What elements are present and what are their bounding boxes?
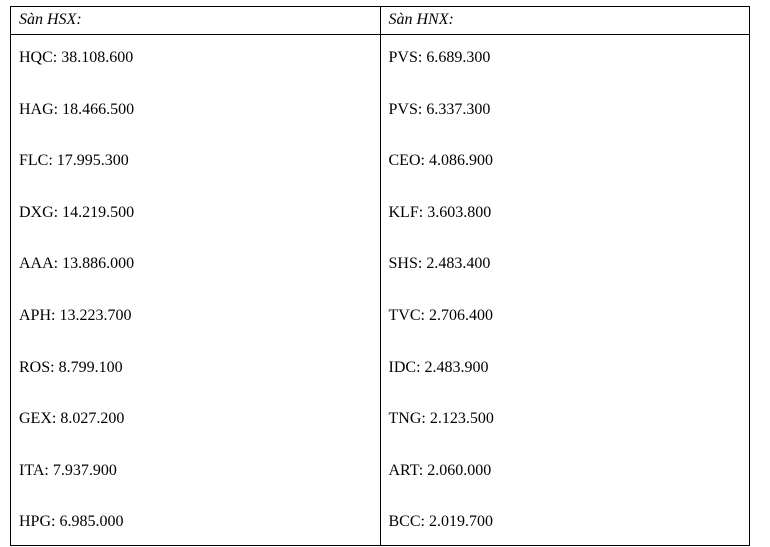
hnx-row: PVS: 6.689.300 bbox=[389, 49, 742, 67]
hnx-ticker: ART bbox=[389, 462, 419, 479]
hnx-ticker: TNG bbox=[389, 410, 422, 427]
hsx-row: DXG: 14.219.500 bbox=[19, 204, 372, 222]
table-header-row: Sàn HSX: Sàn HNX: bbox=[11, 7, 750, 35]
hnx-value: 2.123.500 bbox=[430, 410, 494, 427]
table-body-row: HQC: 38.108.600 HAG: 18.466.500 FLC: 17.99… bbox=[11, 35, 750, 546]
hnx-row: IDC: 2.483.900 bbox=[389, 359, 742, 377]
hnx-row: ART: 2.060.000 bbox=[389, 462, 742, 480]
hnx-value: 2.483.900 bbox=[425, 359, 489, 376]
hnx-ticker: TVC bbox=[389, 307, 421, 324]
hsx-ticker: APH bbox=[19, 307, 51, 324]
hnx-cell: PVS: 6.689.300 PVS: 6.337.300 CEO: 4.086.9… bbox=[380, 35, 750, 546]
hnx-ticker: KLF bbox=[389, 204, 419, 221]
hsx-value: 7.937.900 bbox=[53, 462, 117, 479]
hnx-ticker: BCC bbox=[389, 513, 421, 530]
hnx-value: 2.706.400 bbox=[429, 307, 493, 324]
hsx-row: HPG: 6.985.000 bbox=[19, 513, 372, 531]
hnx-row: PVS: 6.337.300 bbox=[389, 101, 742, 119]
hnx-row: BCC: 2.019.700 bbox=[389, 513, 742, 531]
hnx-row: SHS: 2.483.400 bbox=[389, 255, 742, 273]
hsx-row: ROS: 8.799.100 bbox=[19, 359, 372, 377]
hsx-ticker: ROS bbox=[19, 359, 50, 376]
hsx-ticker: HPG bbox=[19, 513, 51, 530]
hnx-ticker: IDC bbox=[389, 359, 417, 376]
hsx-row: APH: 13.223.700 bbox=[19, 307, 372, 325]
hsx-value: 8.027.200 bbox=[60, 410, 124, 427]
hsx-row: HQC: 38.108.600 bbox=[19, 49, 372, 67]
column-header-hsx: Sàn HSX: bbox=[11, 7, 381, 35]
hnx-row: TVC: 2.706.400 bbox=[389, 307, 742, 325]
hnx-ticker: PVS bbox=[389, 49, 418, 66]
hnx-value: 6.337.300 bbox=[426, 101, 490, 118]
hsx-cell: HQC: 38.108.600 HAG: 18.466.500 FLC: 17.99… bbox=[11, 35, 381, 546]
hsx-row: GEX: 8.027.200 bbox=[19, 410, 372, 428]
hsx-value: 6.985.000 bbox=[59, 513, 123, 530]
hsx-ticker: ITA bbox=[19, 462, 44, 479]
hsx-value: 13.886.000 bbox=[62, 255, 134, 272]
hnx-value: 6.689.300 bbox=[426, 49, 490, 66]
hsx-value: 13.223.700 bbox=[59, 307, 131, 324]
hnx-ticker: CEO bbox=[389, 152, 421, 169]
stock-table: Sàn HSX: Sàn HNX: HQC: 38.108.600 HAG: 18… bbox=[10, 6, 750, 546]
hnx-value: 2.483.400 bbox=[426, 255, 490, 272]
hsx-value: 14.219.500 bbox=[62, 204, 134, 221]
hsx-value: 18.466.500 bbox=[62, 101, 134, 118]
hnx-row: KLF: 3.603.800 bbox=[389, 204, 742, 222]
hsx-ticker: DXG bbox=[19, 204, 54, 221]
hsx-row: AAA: 13.886.000 bbox=[19, 255, 372, 273]
hsx-ticker: AAA bbox=[19, 255, 54, 272]
hsx-ticker: GEX bbox=[19, 410, 52, 427]
hsx-row: ITA: 7.937.900 bbox=[19, 462, 372, 480]
hnx-row: CEO: 4.086.900 bbox=[389, 152, 742, 170]
hnx-row: TNG: 2.123.500 bbox=[389, 410, 742, 428]
column-header-hnx: Sàn HNX: bbox=[380, 7, 750, 35]
hsx-row: FLC: 17.995.300 bbox=[19, 152, 372, 170]
hnx-value: 4.086.900 bbox=[429, 152, 493, 169]
hsx-ticker: HQC bbox=[19, 49, 53, 66]
hnx-ticker: PVS bbox=[389, 101, 418, 118]
hsx-ticker: HAG bbox=[19, 101, 54, 118]
hnx-value: 2.019.700 bbox=[429, 513, 493, 530]
hsx-row: HAG: 18.466.500 bbox=[19, 101, 372, 119]
hsx-value: 17.995.300 bbox=[57, 152, 129, 169]
hsx-ticker: FLC bbox=[19, 152, 48, 169]
hnx-value: 3.603.800 bbox=[427, 204, 491, 221]
hsx-value: 8.799.100 bbox=[59, 359, 123, 376]
hnx-value: 2.060.000 bbox=[427, 462, 491, 479]
hnx-ticker: SHS bbox=[389, 255, 418, 272]
hsx-value: 38.108.600 bbox=[61, 49, 133, 66]
